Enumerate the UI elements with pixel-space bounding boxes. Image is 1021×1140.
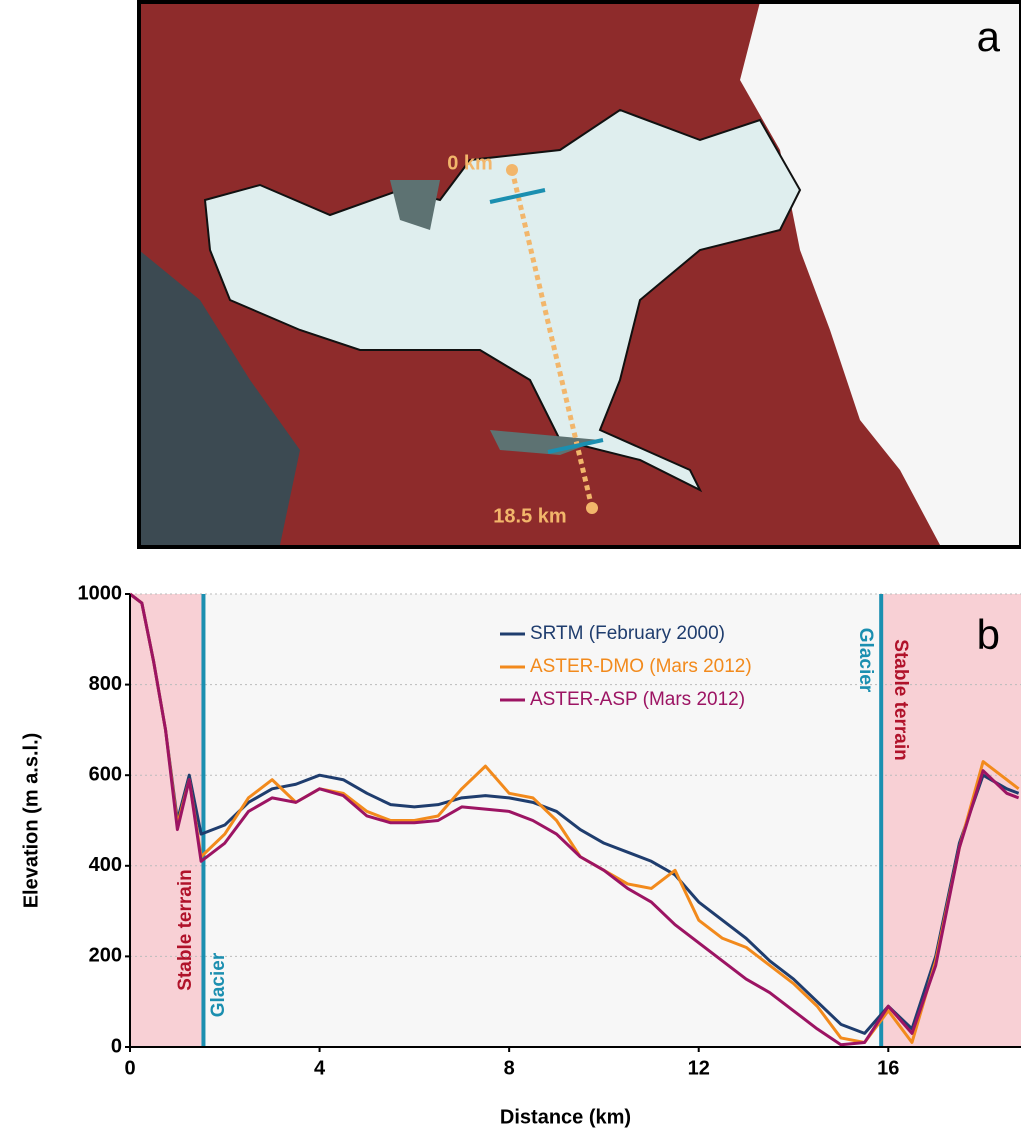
y-tick-label: 600 — [89, 763, 122, 785]
x-tick-label: 8 — [504, 1057, 515, 1079]
end-label: 18.5 km — [493, 505, 566, 527]
annotation: Glacier — [855, 628, 876, 693]
start-label: 0 km — [447, 152, 493, 174]
glacier-outline — [203, 108, 802, 493]
stable-terrain-zone — [130, 594, 204, 1047]
legend-label: ASTER-DMO (Mars 2012) — [530, 656, 752, 677]
y-tick-label: 400 — [89, 854, 122, 876]
x-tick-label: 0 — [124, 1057, 135, 1079]
legend-label: SRTM (February 2000) — [530, 623, 725, 644]
lake — [139, 250, 300, 545]
image-frame — [137, 0, 1021, 549]
x-tick-label: 4 — [314, 1057, 326, 1079]
chart: 0 200 400 600 800 1000 0 4 8 12 16 SRTM (February 2… — [20, 582, 1021, 1128]
panel-label: b — [977, 611, 1000, 658]
transect — [509, 169, 595, 509]
panel-label: a — [977, 13, 1001, 60]
annotation: Stable terrain — [175, 869, 196, 990]
transect-start — [506, 164, 518, 176]
snow-area — [740, 2, 1021, 545]
y-tick-label: 1000 — [78, 582, 123, 604]
satellite-image: 0 km 18.5 km a — [137, 0, 1021, 549]
proglacial-water — [390, 180, 600, 455]
stable-terrain-zone — [881, 594, 1021, 1047]
y-tick-label: 0 — [111, 1035, 122, 1057]
glacier-boundary — [489, 188, 546, 204]
series-line — [129, 592, 1020, 1035]
legend-label: ASTER-ASP (Mars 2012) — [530, 689, 745, 710]
x-tick-label: 16 — [877, 1057, 899, 1079]
plot-background — [130, 594, 1021, 1047]
transect-end — [586, 502, 598, 514]
glacier-boundary — [547, 438, 604, 454]
y-tick-label: 800 — [89, 673, 122, 695]
y-tick-label: 200 — [89, 945, 122, 967]
series-line — [129, 592, 1020, 1047]
x-tick-label: 12 — [688, 1057, 710, 1079]
y-axis-title: Elevation (m a.s.l.) — [20, 733, 42, 909]
annotation: Glacier — [208, 952, 229, 1017]
annotation: Stable terrain — [890, 639, 911, 760]
x-axis-title: Distance (km) — [500, 1106, 631, 1128]
